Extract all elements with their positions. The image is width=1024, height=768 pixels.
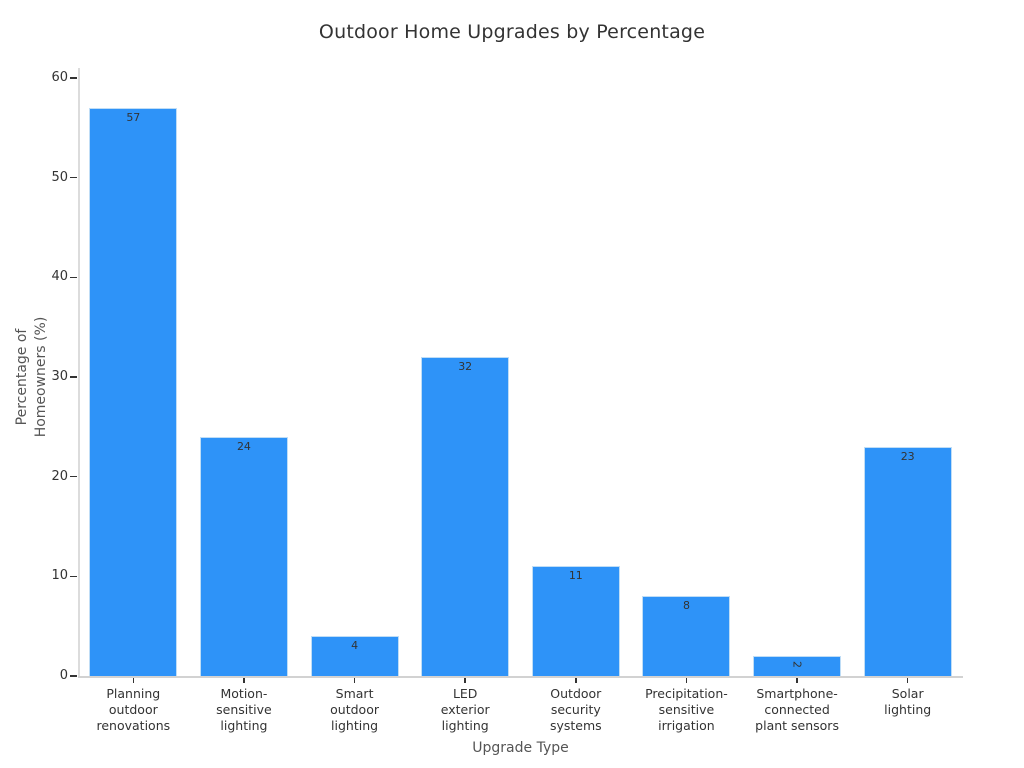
bar-value-label: 11 [568,569,583,583]
y-tick-mark [70,675,77,677]
bar: 11 [531,566,620,676]
x-tick-label: Outdoor security systems [549,686,602,733]
y-tick-label: 40 [51,269,68,285]
bar-value-label: 24 [236,439,251,453]
x-tick-label: Solar lighting [884,686,932,717]
y-axis-spine [78,68,80,676]
x-tick-mark [796,678,798,683]
bar: 32 [421,357,510,676]
y-tick-label: 0 [59,668,68,683]
bar: 23 [863,446,952,676]
x-axis-label: Upgrade Type [472,740,569,756]
x-tick-mark [464,678,466,683]
plot-area: 57 24 4 32 11 8 2 23 [78,68,963,678]
x-tick-label: Motion- sensitive lighting [216,686,272,733]
x-tick-label: Planning outdoor renovations [96,686,171,733]
x-tick-mark [685,678,688,683]
y-tick-label: 50 [51,169,68,185]
x-tick-mark [243,678,245,683]
x-axis-spine [78,676,963,678]
y-tick-label: 30 [51,368,68,384]
y-tick-mark [70,575,77,578]
y-tick-mark [70,77,77,79]
bar: 8 [642,596,731,676]
x-tick-label: Precipitation- sensitive irrigation [645,686,728,733]
x-tick-mark [132,678,134,683]
x-tick-label: Smartphone- connected plant sensors [755,686,839,733]
y-tick-mark [70,176,77,179]
x-tick-label: Smart outdoor lighting [330,686,379,733]
y-tick-mark [70,276,77,278]
bar: 24 [199,436,288,676]
x-tick-mark [575,678,577,683]
y-tick-label: 20 [51,468,68,484]
bar-value-label: 23 [900,449,915,463]
bar: 4 [310,636,399,676]
x-tick-mark [353,678,356,683]
y-tick-label: 10 [51,568,68,584]
bar: 57 [89,107,178,676]
bar-value-label: 4 [351,639,359,653]
x-tick-mark [906,678,909,683]
y-tick-mark [70,376,77,378]
bar-value-label: 8 [682,599,690,613]
y-tick-label: 60 [51,69,68,85]
bar: 2 [753,656,842,676]
bar-value-label: 57 [126,110,141,124]
x-tick-label: LED exterior lighting [440,686,490,733]
y-tick-mark [70,475,77,478]
bar-value-label: 32 [458,360,473,374]
chart-title: Outdoor Home Upgrades by Percentage [318,21,706,43]
